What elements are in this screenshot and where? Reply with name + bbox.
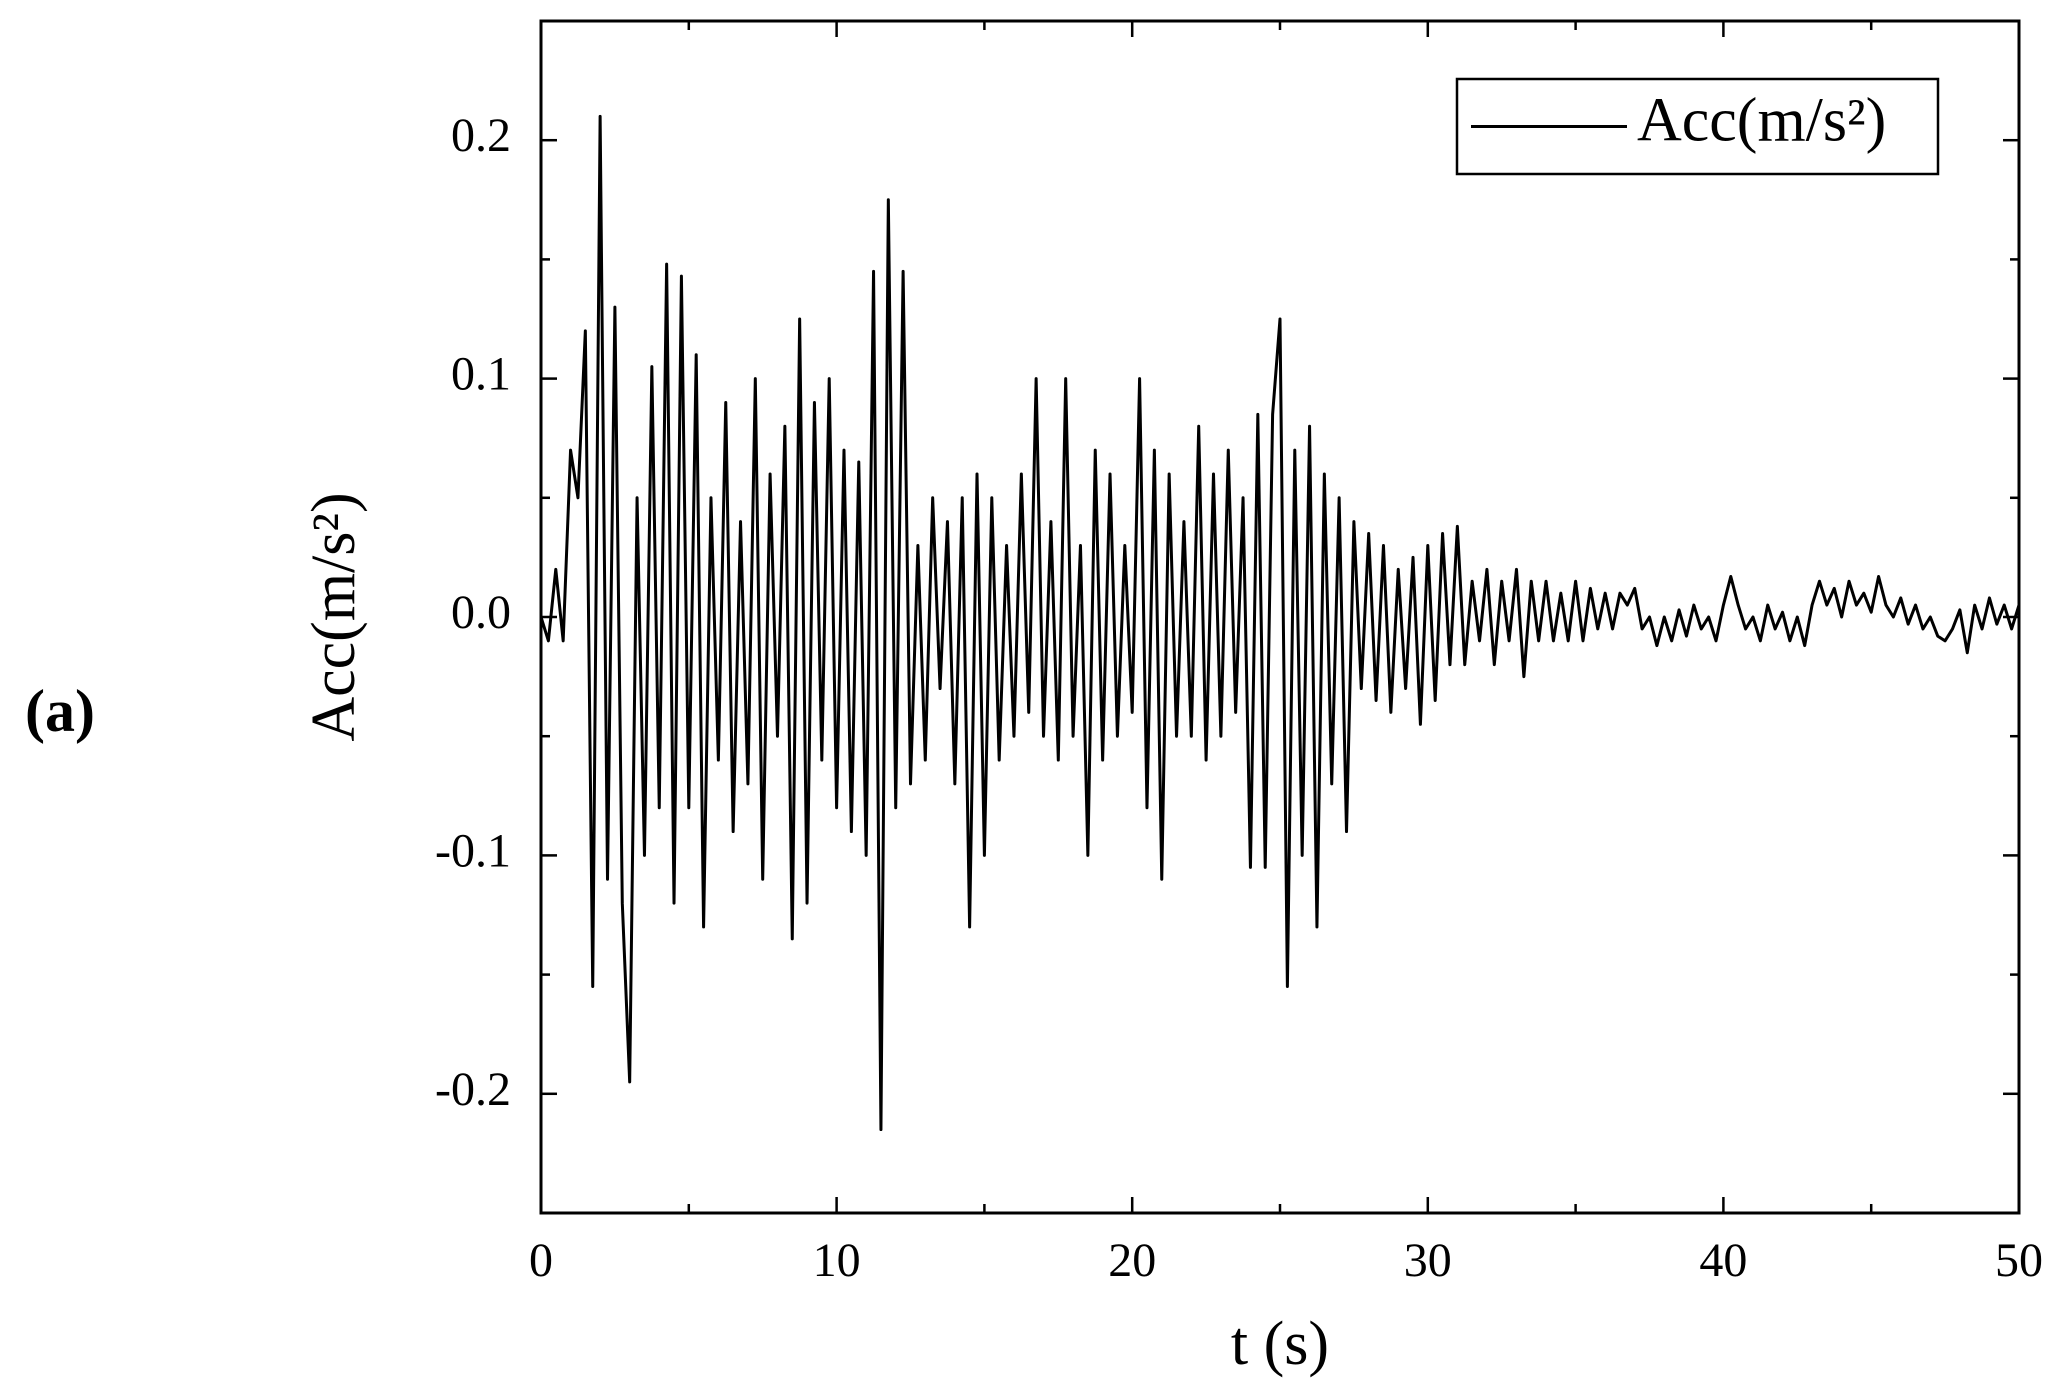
data-line: [539, 114, 2021, 1132]
legend-label: Acc(m/s²): [1637, 87, 1886, 155]
plot-frame: [539, 19, 2021, 1215]
x-tick-label: 10: [813, 1234, 861, 1287]
panel-label: (a): [25, 678, 95, 744]
y-tick-label: 0.2: [451, 109, 511, 162]
x-tick-label: 40: [1699, 1234, 1747, 1287]
x-tick-label: 0: [529, 1234, 553, 1287]
y-tick-label: 0.0: [451, 586, 511, 639]
y-tick-label: 0.1: [451, 348, 511, 401]
x-tick-label: 20: [1108, 1234, 1156, 1287]
y-axis-label: Acc(m/s²): [300, 492, 368, 741]
y-tick-label: -0.1: [435, 824, 511, 877]
x-axis-label: t (s): [1231, 1310, 1329, 1378]
y-tick-label: -0.2: [435, 1063, 511, 1116]
x-tick-label: 30: [1404, 1234, 1452, 1287]
x-tick-label: 50: [1995, 1234, 2043, 1287]
